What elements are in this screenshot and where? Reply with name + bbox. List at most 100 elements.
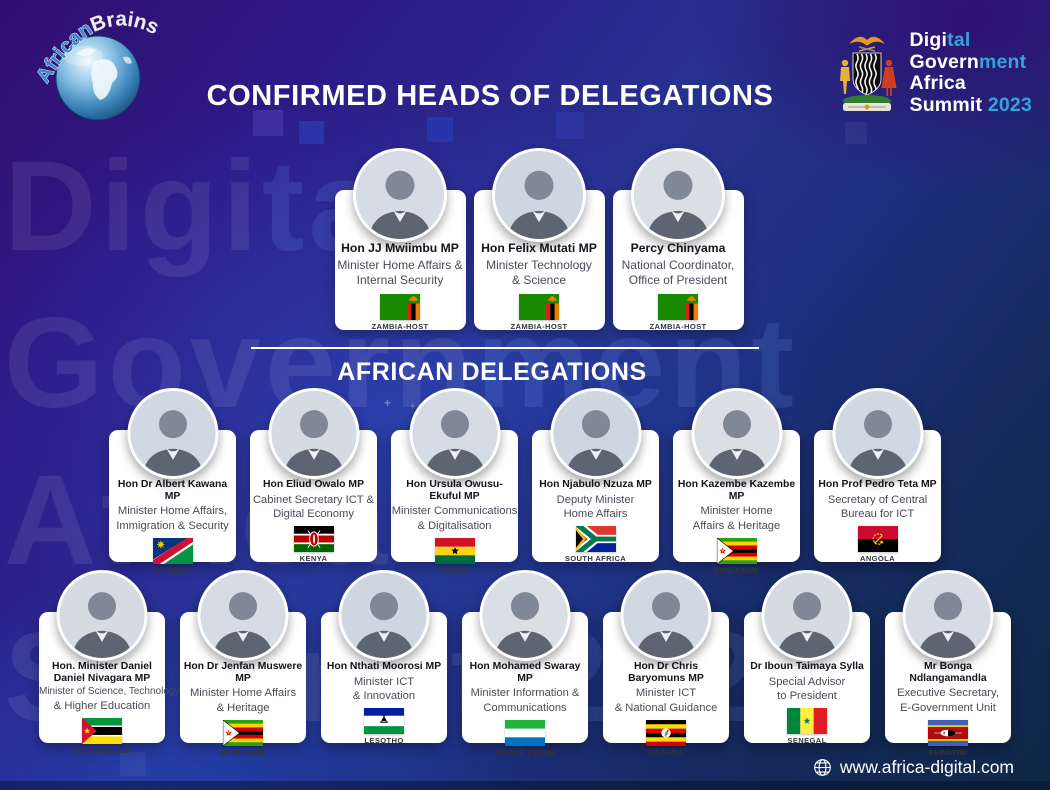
delegate-photo (409, 388, 500, 479)
country-label: UGANDA (648, 747, 684, 757)
globe-icon (814, 759, 831, 776)
eswatini-flag-icon (928, 719, 968, 746)
namibia-flag-icon (152, 537, 193, 564)
delegate-title: Executive Secretary, E-Government Unit (897, 687, 999, 714)
event-logo-line: Summit 2023 (909, 93, 1032, 116)
delegate-title: Minister Communications & Digitalisation (391, 505, 518, 532)
delegate-photo (832, 388, 923, 479)
website-link[interactable]: www.africa-digital.com (813, 757, 1014, 778)
delegate-name: Dr Iboun Taimaya Sylla (750, 661, 864, 672)
delegate-name: Hon JJ Mwiimbu MP (341, 241, 459, 255)
decor-square (845, 122, 867, 144)
kenya-flag-icon (293, 526, 334, 553)
delegate-card: Hon Mohamed Swaray MP Minister Informatio… (462, 570, 588, 757)
delegate-card: Hon Kazembe Kazembe MP Minister Home Affai… (673, 388, 800, 575)
mozambique-flag-icon (82, 718, 122, 745)
delegate-title: Minister Home Affairs, Immigration & Secu… (116, 505, 229, 532)
sierra-leone-flag-icon (505, 719, 545, 746)
event-logo-line: Digital (909, 29, 971, 51)
ghana-flag-icon (434, 537, 475, 564)
delegate-photo (56, 570, 148, 661)
delegate-photo (902, 570, 994, 661)
summit-logo: Digital Government Africa Summit 2023 (835, 29, 1032, 116)
country-label: ZAMBIA-HOST (649, 322, 707, 332)
country-label: ESWATINI (928, 747, 968, 757)
uganda-flag-icon (646, 719, 686, 746)
decor-square (427, 117, 453, 142)
globe-logo-icon: AfricanBrains (31, 7, 163, 121)
delegate-photo (197, 570, 289, 661)
country-label: ZIMBABWE (714, 565, 759, 575)
delegate-title: Minister Technology & Science (486, 257, 592, 288)
country-label: LESOTHO (364, 736, 404, 746)
delegate-title: Cabinet Secretary ICT & Digital Economy (252, 493, 375, 520)
country-label: NAMIBIA (155, 565, 190, 575)
delegate-photo (620, 570, 712, 661)
delegate-card: Hon Eliud Owalo MP Cabinet Secretary ICT … (250, 388, 377, 564)
decor-square (556, 112, 584, 139)
country-label: GHANA (439, 565, 470, 575)
delegate-name: Hon Eliud Owalo MP (262, 479, 365, 490)
african-brains-logo: AfricanBrains (10, 2, 200, 152)
event-logo-line: Africa (909, 72, 966, 94)
country-label: MOZAMBIQUE (73, 746, 131, 756)
delegate-name: Hon Njabulo Nzuza MP (539, 479, 652, 490)
delegate-title: Minister ICT & Innovation (352, 675, 416, 702)
delegate-title: Secretary of Central Bureau for ICT (827, 493, 928, 520)
decor-plus (384, 396, 391, 410)
country-label: ZAMBIA-HOST (371, 322, 429, 332)
delegate-card: Hon JJ Mwiimbu MP Minister Home Affairs &… (334, 148, 466, 332)
section-divider (251, 347, 759, 349)
delegate-photo (691, 388, 782, 479)
delegations-row-bottom: Hon. Minister Daniel Daniel Nivagara MP M… (0, 570, 1050, 757)
zambia-flag-icon (519, 294, 559, 321)
lesotho-flag-icon (364, 708, 404, 735)
website-url: www.africa-digital.com (839, 757, 1014, 777)
country-label: SIERRA LEONE (494, 747, 556, 757)
delegate-title: Minister Home Affairs & Heritage (692, 505, 781, 532)
delegate-name: Mr Bonga Ndlangamandla (909, 661, 987, 684)
delegate-title: Special Advisor to President (768, 675, 846, 702)
delegate-card: Hon Ursula Owusu-Ekuful MP Minister Commu… (391, 388, 518, 575)
country-label: ZIMBABWE (220, 747, 266, 757)
zimbabwe-flag-icon (223, 719, 263, 746)
decor-square (299, 121, 324, 144)
delegate-card: Hon Felix Mutati MP Minister Technology & … (473, 148, 605, 332)
delegate-title: National Coordinator, Office of President (621, 257, 735, 288)
country-label: KENYA (299, 554, 328, 564)
zambia-coat-of-arms-icon (840, 36, 897, 111)
delegate-card: Hon Dr Albert Kawana MP Minister Home Aff… (109, 388, 236, 575)
delegate-card: Mr Bonga Ndlangamandla Executive Secretar… (885, 570, 1011, 757)
delegate-photo (268, 388, 359, 479)
delegate-card: Dr Iboun Taimaya Sylla Special Advisor to … (744, 570, 870, 746)
delegate-name: Hon Felix Mutati MP (481, 241, 597, 255)
delegate-card: Hon Dr Chris Baryomuns MP Minister ICT & N… (603, 570, 729, 757)
delegate-photo (338, 570, 430, 661)
delegate-photo (479, 570, 571, 661)
country-label: SENEGAL (787, 736, 827, 746)
delegate-title: Deputy Minister Home Affairs (556, 493, 635, 520)
delegate-name: Hon Prof Pedro Teta MP (818, 479, 937, 490)
country-label: ANGOLA (859, 554, 895, 564)
delegate-name: Percy Chinyama (630, 241, 726, 255)
page-title: CONFIRMED HEADS OF DELEGATIONS (206, 80, 774, 112)
delegate-photo (631, 148, 725, 242)
summit-logo-text: Digital Government Africa Summit 2023 (909, 29, 1032, 116)
delegate-title: Minister Information & Communications (470, 687, 580, 714)
zimbabwe-flag-icon (716, 537, 757, 564)
delegate-name: Hon Dr Jenfan Muswere MP (183, 661, 303, 684)
delegate-name: Hon Kazembe Kazembe MP (677, 479, 796, 502)
delegate-name: Hon Dr Chris Baryomuns MP (628, 661, 704, 684)
delegate-title: Minister ICT & National Guidance (614, 687, 718, 714)
senegal-flag-icon (787, 708, 827, 735)
delegate-photo (127, 388, 218, 479)
south-africa-flag-icon (575, 526, 616, 553)
country-label: ZAMBIA-HOST (510, 322, 568, 332)
delegate-card: Hon Dr Jenfan Muswere MP Minister Home Af… (180, 570, 306, 757)
country-label: SOUTH AFRICA (564, 554, 627, 564)
decor-square (120, 752, 146, 776)
section-title: AFRICAN DELEGATIONS (337, 358, 647, 386)
delegate-name: Hon Ursula Owusu-Ekuful MP (406, 479, 503, 502)
delegations-row-top: Hon Dr Albert Kawana MP Minister Home Aff… (0, 388, 1050, 575)
zambia-flag-icon (658, 294, 698, 321)
